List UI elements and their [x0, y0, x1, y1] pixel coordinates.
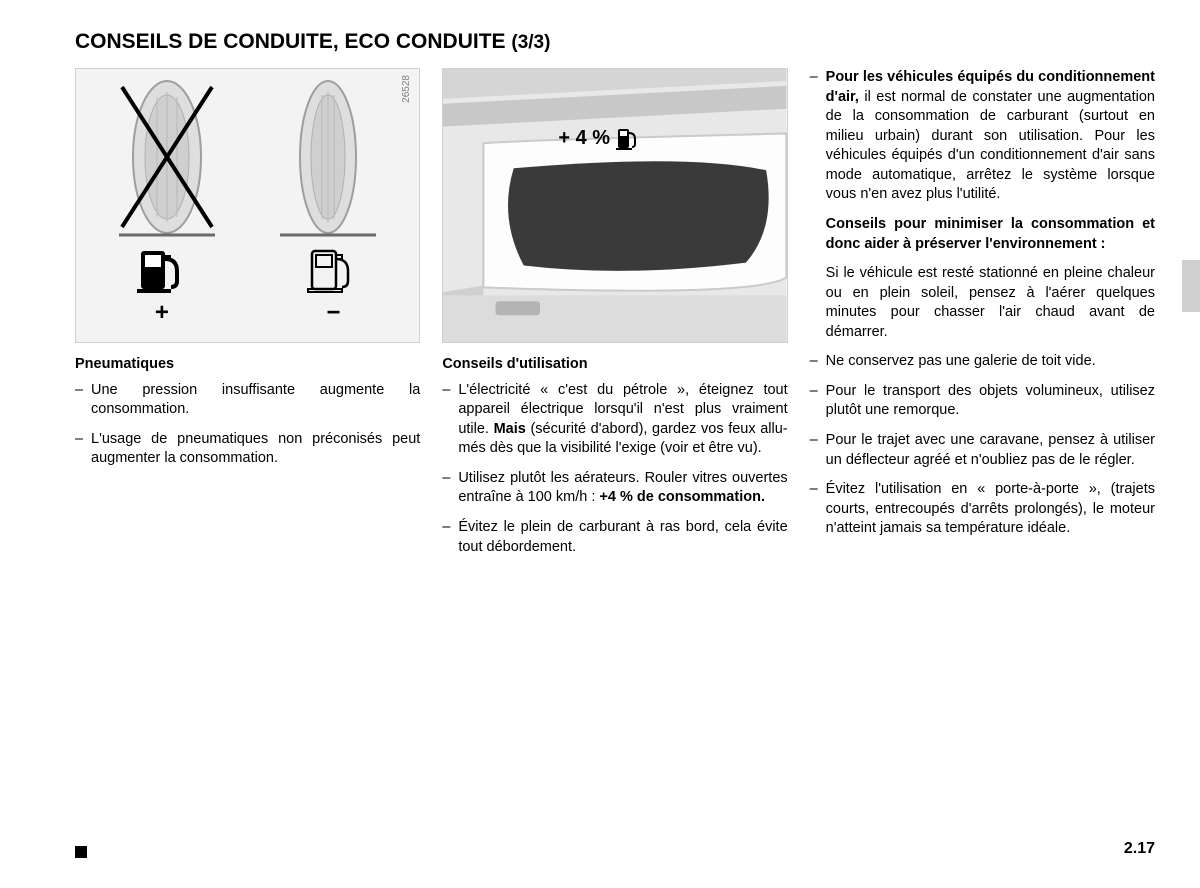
figure-tires: 26528 — [75, 68, 420, 343]
figure-window: 31077 + 4 % — [442, 68, 787, 343]
page-number: 2.17 — [1124, 840, 1155, 858]
corner-mark — [75, 846, 87, 858]
list-item: Pour le transport des objets volumi­neux… — [810, 382, 1155, 421]
list-item: Évitez l'utilisation en « porte-à-porte … — [810, 480, 1155, 539]
col2-heading: Conseils d'utilisation — [442, 355, 787, 375]
list-item: Pour les véhicules équipés du conditionn… — [810, 68, 1155, 205]
column-1: 26528 — [75, 68, 420, 567]
text-bold: Mais — [494, 421, 526, 437]
list-item: Pour le trajet avec une caravane, pensez… — [810, 431, 1155, 470]
list-item: Ne conservez pas une galerie de toit vid… — [810, 352, 1155, 372]
page-title: CONSEILS DE CONDUITE, ECO CONDUITE (3/3) — [75, 30, 1155, 54]
column-2: 31077 + 4 % — [442, 68, 787, 567]
list-item: L'usage de pneumatiques non pré­conisés … — [75, 430, 420, 469]
tire-left-crossed — [117, 77, 217, 237]
col3-subheading: Conseils pour minimiser la consommation … — [810, 215, 1155, 254]
text: il est normal de constater une augmentat… — [826, 89, 1155, 203]
minus-label: − — [306, 297, 360, 329]
fuel-pump-plus-icon: + — [135, 245, 189, 329]
tire-right — [278, 77, 378, 237]
page-tab — [1182, 260, 1200, 312]
figure2-label: + 4 % — [558, 125, 638, 152]
list-item: Utilisez plutôt les aérateurs. Rouler vi… — [442, 469, 787, 508]
col3-subpara: Si le véhicule est resté stationné en pl… — [810, 264, 1155, 342]
list-item: Une pression insuffisante augmente la co… — [75, 381, 420, 420]
col3-list: Ne conservez pas une galerie de toit vid… — [810, 352, 1155, 539]
list-item: Évitez le plein de carburant à ras bord,… — [442, 518, 787, 557]
title-suffix: (3/3) — [511, 32, 550, 53]
col3-lead-list: Pour les véhicules équipés du conditionn… — [810, 68, 1155, 205]
fuel-pump-minus-icon: − — [306, 245, 360, 329]
content-columns: 26528 — [75, 68, 1155, 567]
plus-label: + — [135, 297, 189, 329]
col1-list: Une pression insuffisante augmente la co… — [75, 381, 420, 469]
column-3: Pour les véhicules équipés du conditionn… — [810, 68, 1155, 567]
title-main: CONSEILS DE CONDUITE, ECO CONDUITE — [75, 30, 506, 53]
col1-heading: Pneumatiques — [75, 355, 420, 375]
fig2-percent: + 4 % — [558, 125, 610, 152]
col2-list: L'électricité « c'est du pétrole », étei… — [442, 381, 787, 558]
text-bold: +4 % de consommation. — [599, 489, 765, 505]
list-item: L'électricité « c'est du pétrole », étei… — [442, 381, 787, 459]
fuel-pump-icon — [616, 126, 638, 152]
figure-id: 26528 — [400, 75, 414, 103]
